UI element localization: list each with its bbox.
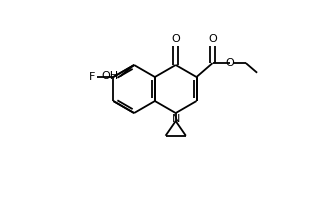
Text: O: O	[225, 58, 234, 68]
Text: OH: OH	[102, 71, 119, 81]
Text: N: N	[172, 114, 180, 124]
Text: F: F	[89, 72, 95, 82]
Text: O: O	[171, 34, 180, 44]
Text: O: O	[208, 34, 217, 44]
